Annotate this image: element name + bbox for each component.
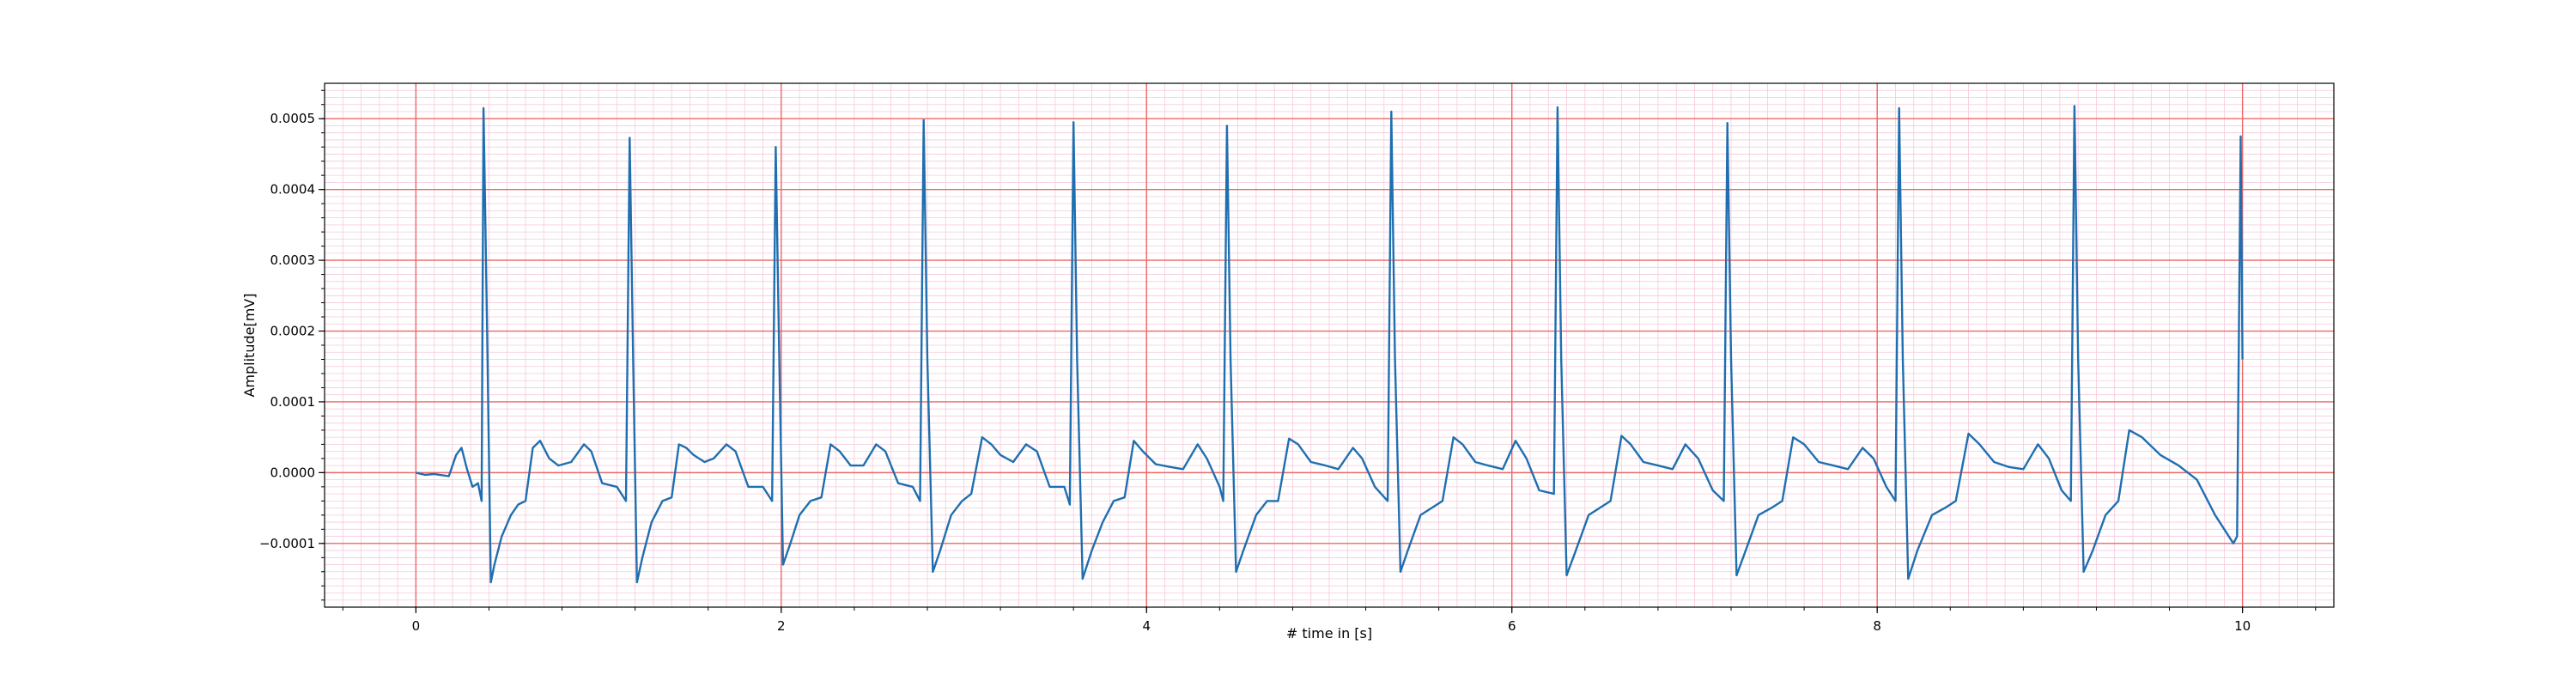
- y-tick-label: 0.0003: [270, 252, 316, 268]
- x-tick-label: 10: [2234, 618, 2251, 634]
- ecg-series-line: [416, 105, 2244, 584]
- y-tick-label: 0.0000: [270, 465, 316, 480]
- series-layer: [416, 105, 2244, 584]
- ticks-layer: 0 2 4 6 8 10 −0.0001 0.0000 0.0001 0.0002 0.0003 0.…: [259, 89, 2317, 634]
- y-tick-label: 0.0004: [270, 182, 316, 198]
- y-tick-label: 0.0002: [270, 324, 316, 339]
- x-tick-label: 2: [777, 618, 786, 634]
- y-axis-label: Amplitude[mV]: [241, 293, 258, 397]
- x-tick-label: 8: [1873, 618, 1881, 634]
- x-tick-label: 4: [1142, 618, 1151, 634]
- x-tick-label: 6: [1508, 618, 1516, 634]
- x-tick-label: 0: [412, 618, 421, 634]
- y-tick-label: 0.0001: [270, 394, 316, 410]
- x-axis-label: # time in [s]: [1286, 625, 1372, 641]
- y-tick-label: −0.0001: [259, 536, 315, 551]
- y-tick-label: 0.0005: [270, 111, 316, 126]
- major-grid: [325, 83, 2334, 607]
